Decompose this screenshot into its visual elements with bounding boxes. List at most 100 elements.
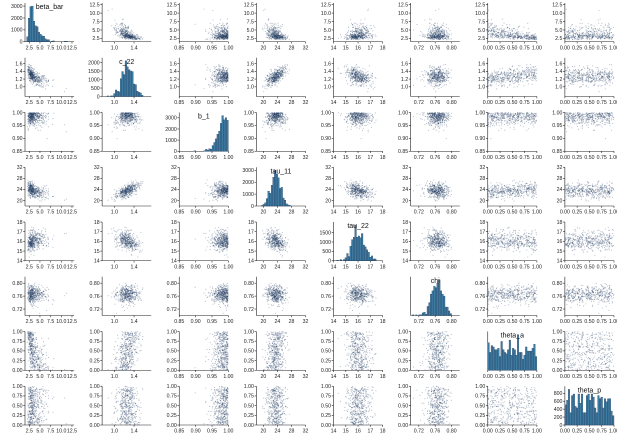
scatter-point: [287, 35, 289, 37]
scatter-point: [438, 33, 440, 36]
scatter-point: [446, 32, 448, 34]
scatter-point: [344, 76, 347, 78]
scatter-point: [494, 37, 496, 39]
scatter-point: [517, 33, 519, 35]
scatter-point: [65, 88, 67, 90]
scatter-point: [221, 28, 223, 30]
scatter-point: [139, 38, 141, 40]
scatter-point: [353, 38, 355, 40]
scatter-point: [127, 27, 129, 29]
scatter-point: [131, 34, 134, 36]
scatter-point: [140, 36, 142, 38]
scatter-point: [225, 66, 227, 68]
scatter-point: [583, 35, 585, 37]
scatter-point: [527, 35, 529, 37]
x-tick-label: 10.0: [56, 45, 66, 51]
x-tick-label: 0.00: [560, 45, 570, 51]
histogram-bar: [123, 74, 126, 97]
scatter-point: [123, 24, 125, 26]
scatter-point: [433, 31, 435, 33]
scatter-point: [581, 22, 583, 24]
scatter-point: [63, 91, 66, 93]
scatter-point: [605, 31, 607, 33]
scatter-point: [40, 80, 42, 82]
scatter-point: [224, 71, 226, 73]
scatter-point: [532, 35, 534, 37]
scatter-point: [438, 30, 440, 32]
scatter-point: [349, 36, 351, 38]
scatter-point: [513, 36, 515, 39]
scatter-point: [121, 24, 123, 26]
scatter-point: [366, 36, 368, 38]
scatter-point: [218, 36, 220, 38]
scatter-point: [270, 85, 272, 87]
scatter-point: [223, 81, 225, 83]
scatter-point: [219, 38, 221, 40]
scatter-point: [266, 34, 268, 37]
scatter-point: [443, 22, 445, 24]
scatter-point: [288, 69, 290, 71]
scatter-point: [46, 78, 48, 80]
scatter-point: [37, 75, 39, 77]
y-tick-label: 5.0: [92, 28, 99, 34]
scatter-point: [28, 70, 30, 72]
scatter-point: [593, 32, 595, 35]
scatter-point: [218, 35, 221, 37]
scatter-point: [490, 36, 492, 38]
y-tick-label: 1.0: [247, 85, 254, 91]
scatter-point: [590, 24, 592, 26]
scatter-point: [262, 85, 264, 87]
scatter-point: [593, 34, 595, 37]
scatter-point: [368, 78, 370, 80]
y-tick-label: 1.2: [170, 77, 177, 83]
scatter-point: [519, 37, 522, 39]
scatter-point: [133, 36, 135, 38]
scatter-point: [126, 26, 128, 29]
scatter-point: [443, 36, 445, 38]
scatter-point: [117, 31, 119, 34]
scatter-point: [606, 34, 608, 36]
x-tick-label: 28: [289, 100, 295, 106]
scatter-point: [351, 66, 353, 68]
scatter-point: [488, 26, 490, 28]
scatter-point: [574, 35, 576, 37]
scatter-point: [506, 24, 508, 26]
scatter-point: [269, 35, 271, 37]
scatter-point: [140, 36, 142, 38]
scatter-point: [120, 24, 122, 26]
scatter-point: [118, 36, 120, 38]
scatter-point: [263, 10, 265, 12]
histogram-bar: [139, 92, 142, 97]
scatter-point: [495, 30, 497, 33]
scatter-point: [227, 32, 229, 34]
scatter-point: [113, 26, 115, 28]
scatter-point: [612, 26, 614, 29]
scatter-point: [220, 70, 222, 72]
scatter-point: [507, 30, 509, 32]
scatter-point: [44, 77, 46, 79]
scatter-point: [577, 36, 579, 39]
scatter-point: [447, 33, 449, 35]
scatter-point: [281, 24, 284, 26]
scatter-point: [220, 85, 222, 87]
scatter-point: [605, 23, 607, 25]
scatter-point: [519, 33, 521, 35]
scatter-point: [215, 38, 217, 40]
scatter-point: [266, 88, 268, 90]
scatter-point: [30, 74, 32, 76]
scatter-point: [267, 26, 269, 28]
scatter-point: [487, 28, 489, 30]
scatter-point: [264, 27, 266, 29]
scatter-point: [283, 69, 285, 71]
scatter-point: [121, 25, 123, 27]
scatter-point: [580, 19, 582, 21]
scatter-point: [278, 75, 280, 78]
scatter-point: [121, 28, 123, 30]
scatter-point: [268, 75, 270, 77]
scatter-point: [279, 69, 281, 71]
scatter-point: [528, 36, 530, 38]
scatter-point: [222, 22, 224, 24]
scatter-point: [573, 36, 575, 38]
scatter-point: [432, 24, 434, 26]
scatter-point: [372, 30, 374, 32]
